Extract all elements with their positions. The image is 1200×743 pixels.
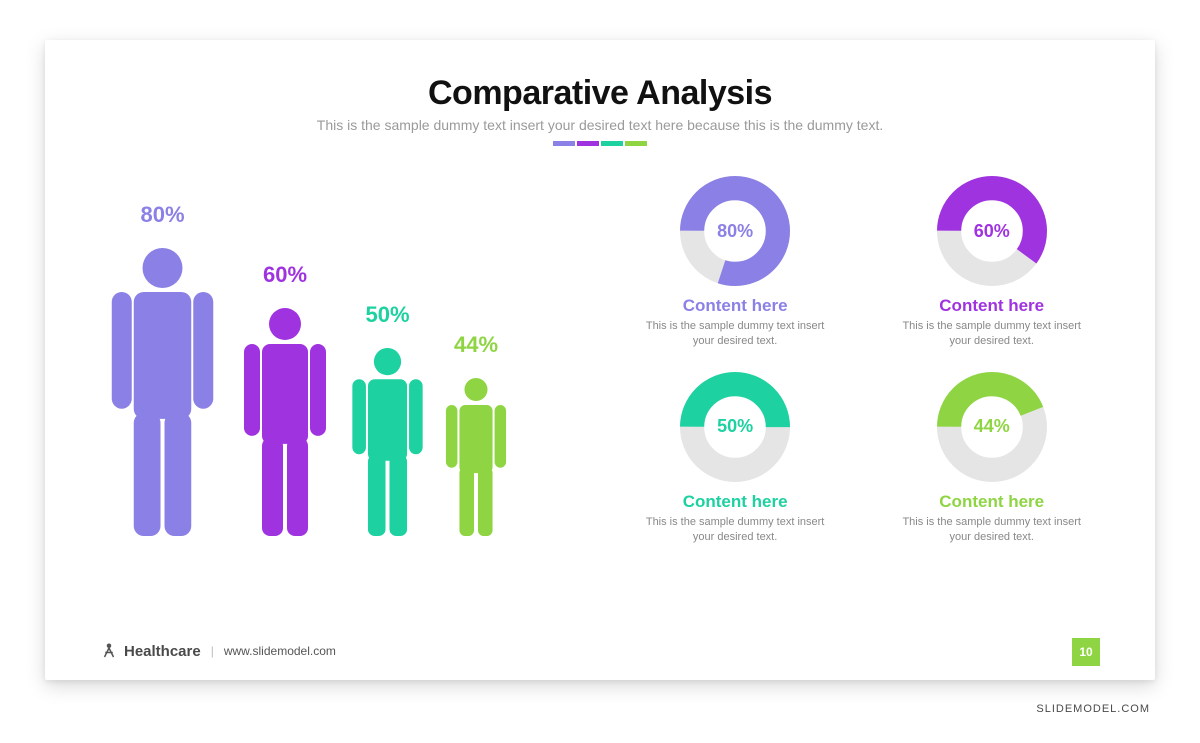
donut-center-label: 50%	[680, 372, 790, 482]
slide-subtitle: This is the sample dummy text insert you…	[45, 117, 1155, 133]
donut-description: This is the sample dummy text insert you…	[645, 319, 825, 350]
donut-title: Content here	[627, 492, 844, 512]
brand: Healthcare	[100, 642, 201, 660]
person-percent-label: 80%	[140, 202, 184, 228]
donut-center-label: 60%	[937, 176, 1047, 286]
donut-center-label: 44%	[937, 372, 1047, 482]
accent-swatch	[577, 141, 599, 146]
donut-description: This is the sample dummy text insert you…	[902, 515, 1082, 546]
accent-swatch	[553, 141, 575, 146]
donut-title: Content here	[883, 296, 1100, 316]
person-block: 44%	[440, 332, 512, 536]
accent-swatch	[601, 141, 623, 146]
slide-title: Comparative Analysis	[45, 74, 1155, 113]
donut-grid: 80% Content here This is the sample dummy …	[627, 166, 1100, 546]
brand-icon	[100, 642, 118, 660]
donut-wrap: 44%	[937, 372, 1047, 482]
donut-center-label: 80%	[680, 176, 790, 286]
donut-wrap: 50%	[680, 372, 790, 482]
donut-wrap: 80%	[680, 176, 790, 286]
donut-title: Content here	[883, 492, 1100, 512]
person-icon	[440, 376, 512, 536]
person-icon	[235, 306, 335, 536]
header: Comparative Analysis This is the sample …	[45, 40, 1155, 146]
person-block: 60%	[235, 262, 335, 536]
person-icon	[100, 246, 225, 536]
page-number: 10	[1079, 645, 1092, 659]
person-percent-label: 50%	[365, 302, 409, 328]
person-percent-label: 60%	[263, 262, 307, 288]
slide: Comparative Analysis This is the sample …	[45, 40, 1155, 680]
footer-separator: |	[211, 644, 214, 658]
donut-title: Content here	[627, 296, 844, 316]
donut-wrap: 60%	[937, 176, 1047, 286]
page-number-badge: 10	[1072, 638, 1100, 666]
accent-swatch	[625, 141, 647, 146]
person-block: 50%	[345, 302, 430, 536]
donut-cell: 60% Content here This is the sample dummy …	[883, 176, 1100, 350]
brand-name: Healthcare	[124, 643, 201, 660]
donut-description: This is the sample dummy text insert you…	[902, 319, 1082, 350]
content: 80% 60% 50% 44% 80% Content here This is t…	[45, 146, 1155, 546]
donut-description: This is the sample dummy text insert you…	[645, 515, 825, 546]
person-block: 80%	[100, 202, 225, 536]
person-icon	[345, 346, 430, 536]
people-chart: 80% 60% 50% 44%	[100, 166, 597, 546]
donut-cell: 50% Content here This is the sample dummy …	[627, 372, 844, 546]
donut-cell: 80% Content here This is the sample dummy …	[627, 176, 844, 350]
footer: Healthcare | www.slidemodel.com 10	[100, 642, 1100, 660]
attribution: SLIDEMODEL.COM	[1036, 703, 1150, 715]
donut-cell: 44% Content here This is the sample dummy …	[883, 372, 1100, 546]
person-percent-label: 44%	[454, 332, 498, 358]
footer-url: www.slidemodel.com	[224, 644, 336, 658]
